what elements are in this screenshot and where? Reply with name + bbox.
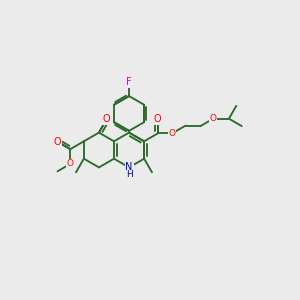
Text: O: O <box>210 114 217 123</box>
Text: H: H <box>126 170 132 179</box>
Text: O: O <box>103 114 111 124</box>
Text: O: O <box>67 159 74 168</box>
Text: O: O <box>54 137 61 147</box>
Text: O: O <box>169 129 176 138</box>
Text: F: F <box>126 77 132 87</box>
Text: N: N <box>125 162 133 172</box>
Text: O: O <box>154 114 161 124</box>
